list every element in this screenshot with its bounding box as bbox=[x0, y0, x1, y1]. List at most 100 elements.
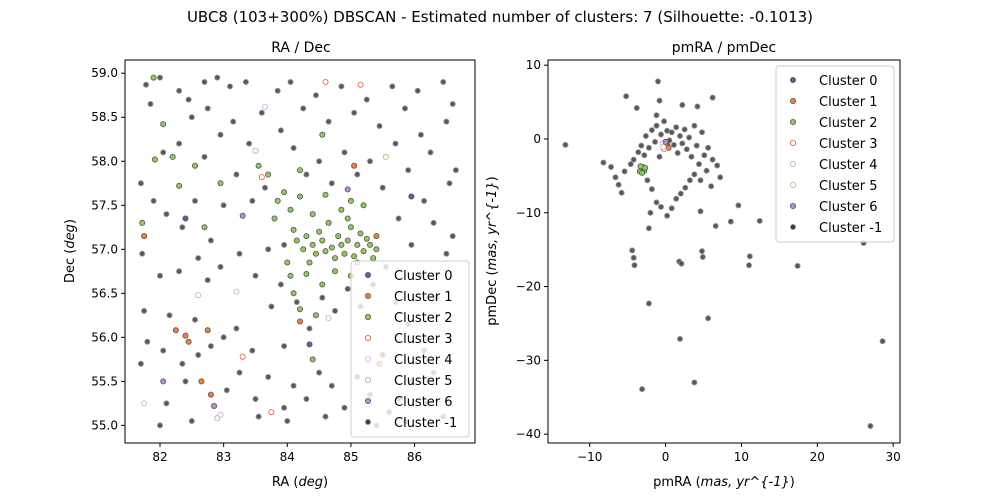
pm-point-clusternoise-1 bbox=[631, 262, 638, 269]
pm-point-clusternoise-1 bbox=[686, 177, 693, 184]
radec-point-clusternoise-1 bbox=[252, 395, 259, 402]
radec-point-cluster-2 bbox=[328, 244, 335, 251]
radec-point-cluster-2 bbox=[338, 206, 345, 213]
radec-point-clusternoise-1 bbox=[277, 127, 284, 134]
radec-point-clusternoise-1 bbox=[405, 167, 412, 174]
pm-point-clusternoise-1 bbox=[653, 112, 660, 119]
radec-y-tick-label: 55.5 bbox=[91, 374, 118, 388]
radec-point-clusternoise-1 bbox=[338, 83, 345, 90]
radec-point-cluster-6 bbox=[344, 186, 351, 193]
radec-point-clusternoise-1 bbox=[306, 325, 313, 332]
radec-point-cluster-3 bbox=[239, 353, 246, 360]
pm-x-tick-label: 30 bbox=[886, 450, 901, 464]
radec-legend-marker bbox=[364, 313, 371, 320]
pm-point-clusternoise-1 bbox=[668, 129, 675, 136]
radec-point-clusternoise-1 bbox=[376, 123, 383, 130]
radec-point-cluster-2 bbox=[360, 202, 367, 209]
radec-point-clusternoise-1 bbox=[188, 417, 195, 424]
radec-point-clusternoise-1 bbox=[201, 153, 208, 160]
radec-y-tick-label: 56.0 bbox=[91, 330, 118, 344]
radec-point-clusternoise-1 bbox=[344, 285, 351, 292]
radec-point-clusternoise-1 bbox=[290, 382, 297, 389]
radec-point-cluster-2 bbox=[322, 191, 329, 198]
pm-point-clusternoise-1 bbox=[705, 144, 712, 151]
radec-point-cluster-2 bbox=[290, 226, 297, 233]
radec-point-cluster-4 bbox=[233, 288, 240, 295]
radec-point-clusternoise-1 bbox=[351, 109, 358, 116]
radec-point-cluster-2 bbox=[373, 246, 380, 253]
pm-point-clusternoise-1 bbox=[691, 122, 698, 129]
radec-point-clusternoise-1 bbox=[322, 413, 329, 420]
pm-y-tick-label: −40 bbox=[516, 427, 541, 441]
pm-point-clusternoise-1 bbox=[621, 168, 628, 175]
pm-point-clusternoise-1 bbox=[677, 190, 684, 197]
radec-point-cluster-5 bbox=[252, 147, 259, 154]
pm-point-clusternoise-1 bbox=[681, 126, 688, 133]
radec-point-cluster-2 bbox=[335, 233, 342, 240]
pm-legend-label: Cluster 3 bbox=[819, 137, 878, 152]
radec-point-cluster-5 bbox=[214, 415, 221, 422]
radec-x-axis-label: RA (deg) bbox=[272, 475, 328, 490]
radec-point-clusternoise-1 bbox=[331, 307, 338, 314]
radec-point-clusternoise-1 bbox=[379, 184, 386, 191]
radec-point-clusternoise-1 bbox=[246, 140, 253, 147]
radec-point-clusternoise-1 bbox=[395, 215, 402, 222]
radec-point-clusternoise-1 bbox=[449, 101, 456, 108]
radec-point-clusternoise-1 bbox=[389, 83, 396, 90]
radec-point-clusternoise-1 bbox=[176, 87, 183, 94]
pm-point-clusternoise-1 bbox=[714, 162, 721, 169]
radec-point-clusternoise-1 bbox=[274, 87, 281, 94]
pm-legend-marker bbox=[790, 139, 797, 146]
radec-point-cluster-1 bbox=[141, 233, 148, 240]
radec-point-clusternoise-1 bbox=[319, 294, 326, 301]
radec-point-clusternoise-1 bbox=[188, 114, 195, 121]
radec-point-clusternoise-1 bbox=[443, 250, 450, 257]
pm-chart: pmRA / pmDec −10 0 10 20 30 −40 −30 −20 −10 0 10 p… bbox=[485, 40, 901, 490]
pm-y-tick-label: −20 bbox=[516, 280, 541, 294]
pm-point-clusternoise-1 bbox=[652, 138, 659, 145]
pm-point-clusternoise-1 bbox=[746, 262, 753, 269]
pm-point-clusternoise-1 bbox=[658, 203, 665, 210]
radec-point-clusternoise-1 bbox=[401, 105, 408, 112]
radec-point-cluster-1 bbox=[204, 327, 211, 334]
radec-point-cluster-2 bbox=[312, 312, 319, 319]
radec-point-clusternoise-1 bbox=[163, 211, 170, 218]
radec-point-clusternoise-1 bbox=[328, 382, 335, 389]
radec-point-clusternoise-1 bbox=[443, 118, 450, 125]
radec-legend-frame bbox=[350, 260, 470, 438]
radec-legend-marker bbox=[364, 271, 371, 278]
radec-point-cluster-2 bbox=[322, 248, 329, 255]
pm-point-clusternoise-1 bbox=[686, 134, 693, 141]
radec-point-clusternoise-1 bbox=[316, 369, 323, 376]
pm-point-clusternoise-1 bbox=[600, 159, 607, 166]
radec-point-clusternoise-1 bbox=[255, 413, 262, 420]
pm-point-clusternoise-1 bbox=[612, 174, 619, 181]
radec-point-cluster-2 bbox=[265, 171, 272, 178]
radec-point-clusternoise-1 bbox=[258, 109, 265, 116]
radec-point-cluster-1 bbox=[207, 391, 214, 398]
radec-point-clusternoise-1 bbox=[427, 149, 434, 156]
pm-point-clusternoise-1 bbox=[648, 186, 655, 193]
radec-point-clusternoise-1 bbox=[166, 312, 173, 319]
pm-point-clusternoise-1 bbox=[608, 163, 615, 170]
radec-point-cluster-1 bbox=[182, 332, 189, 339]
radec-point-clusternoise-1 bbox=[354, 171, 361, 178]
pm-point-clusternoise-1 bbox=[794, 262, 801, 269]
radec-y-tick-label: 57.5 bbox=[91, 198, 118, 212]
pm-x-tick-label: 0 bbox=[662, 450, 670, 464]
radec-point-clusternoise-1 bbox=[414, 87, 421, 94]
radec-point-cluster-2 bbox=[169, 153, 176, 160]
radec-y-tick-label: 59.0 bbox=[91, 66, 118, 80]
radec-point-cluster-2 bbox=[309, 241, 316, 248]
radec-point-cluster-2 bbox=[281, 189, 288, 196]
pm-point-clusternoise-1 bbox=[635, 149, 642, 156]
pm-point-clusternoise-1 bbox=[647, 209, 654, 216]
radec-point-cluster-1 bbox=[185, 338, 192, 345]
pm-point-clusternoise-1 bbox=[674, 149, 681, 156]
radec-point-cluster-2 bbox=[366, 241, 373, 248]
pm-legend-label: Cluster 2 bbox=[819, 116, 878, 131]
pm-point-clusternoise-1 bbox=[683, 146, 690, 153]
radec-point-cluster-2 bbox=[312, 250, 319, 257]
radec-point-clusternoise-1 bbox=[417, 131, 424, 138]
radec-legend-label: Cluster -1 bbox=[394, 416, 457, 431]
